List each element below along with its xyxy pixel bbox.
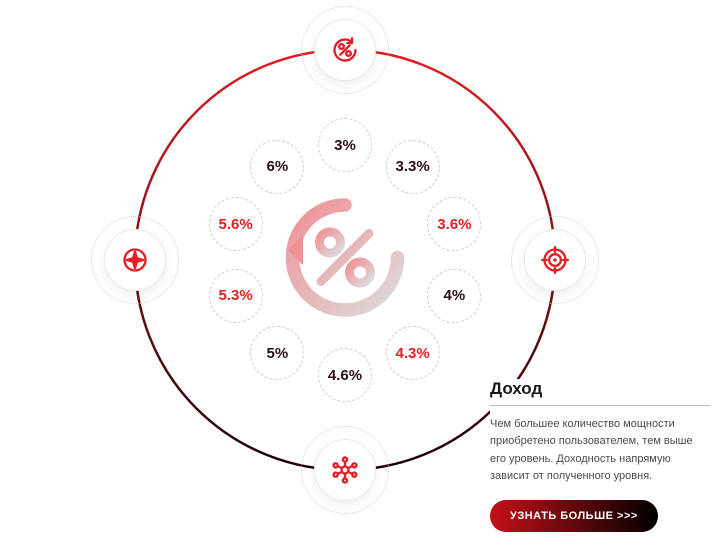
diagram-stage: 3% 3.3% 3.6% 4% 4.3% 4.6% 5% 5.3% 5.6% 6% Доход Ч… (0, 0, 720, 550)
learn-more-label: УЗНАТЬ БОЛЬШЕ >>> (510, 510, 638, 522)
percent-label: 4.6% (328, 367, 362, 384)
percent-node-1: 3.3% (386, 140, 440, 194)
percent-node-6: 5% (250, 326, 304, 380)
percent-node-4: 4.3% (386, 326, 440, 380)
percent-label: 3.3% (395, 158, 429, 175)
bottom-icon (315, 440, 375, 500)
percent-node-3: 4% (427, 269, 481, 323)
percent-node-2: 3.6% (427, 197, 481, 251)
percent-label: 4.3% (395, 345, 429, 362)
card-title: Доход (490, 379, 710, 399)
percent-label: 5% (267, 345, 289, 362)
percent-node-9: 6% (250, 140, 304, 194)
percent-label: 6% (267, 158, 289, 175)
percent-label: 5.6% (219, 216, 253, 233)
percent-node-0: 3% (318, 118, 372, 172)
percent-node-7: 5.3% (209, 269, 263, 323)
percent-node-8: 5.6% (209, 197, 263, 251)
card-divider (490, 405, 710, 406)
right-icon (525, 230, 585, 290)
percent-node-5: 4.6% (318, 348, 372, 402)
percent-label: 5.3% (219, 287, 253, 304)
card-body: Чем большее количество мощности приобрет… (490, 416, 710, 486)
percent-label: 3.6% (437, 216, 471, 233)
learn-more-button[interactable]: УЗНАТЬ БОЛЬШЕ >>> (490, 500, 658, 532)
info-card: Доход Чем большее количество мощности пр… (490, 379, 710, 532)
percent-label: 3% (334, 137, 356, 154)
center-percent-icon (270, 183, 420, 338)
left-icon (105, 230, 165, 290)
top-icon (315, 20, 375, 80)
percent-label: 4% (444, 287, 466, 304)
